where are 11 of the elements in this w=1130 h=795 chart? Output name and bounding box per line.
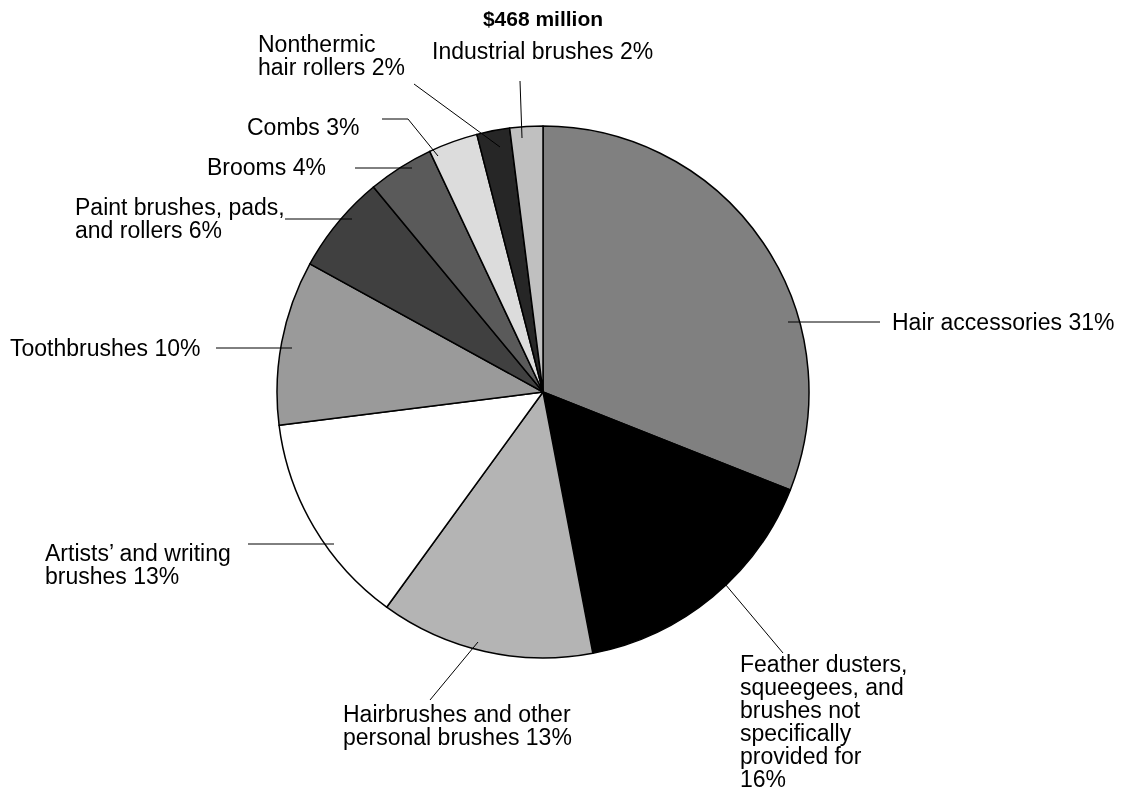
slice-label: Paint brushes, pads, and rollers 6% [75, 194, 285, 243]
slice-label: Hair accessories 31% [892, 309, 1115, 335]
slice-label: Nonthermic hair rollers 2% [258, 31, 405, 80]
slice-label: Combs 3% [247, 114, 360, 140]
slice-label: Feather dusters, squeegees, and brushes not specifically provided for [740, 651, 908, 769]
slice-label: Artists’ and writing brushes 13% [45, 540, 231, 589]
legend-label: Brooms 4% [207, 154, 326, 180]
slice-label: Industrial brushes 2% [432, 38, 654, 64]
slice-label: Hairbrushes and other personal brushes 13% [343, 701, 572, 750]
slice-label: Toothbrushes 10% [10, 335, 201, 361]
chart-title: $468 million [482, 7, 604, 30]
